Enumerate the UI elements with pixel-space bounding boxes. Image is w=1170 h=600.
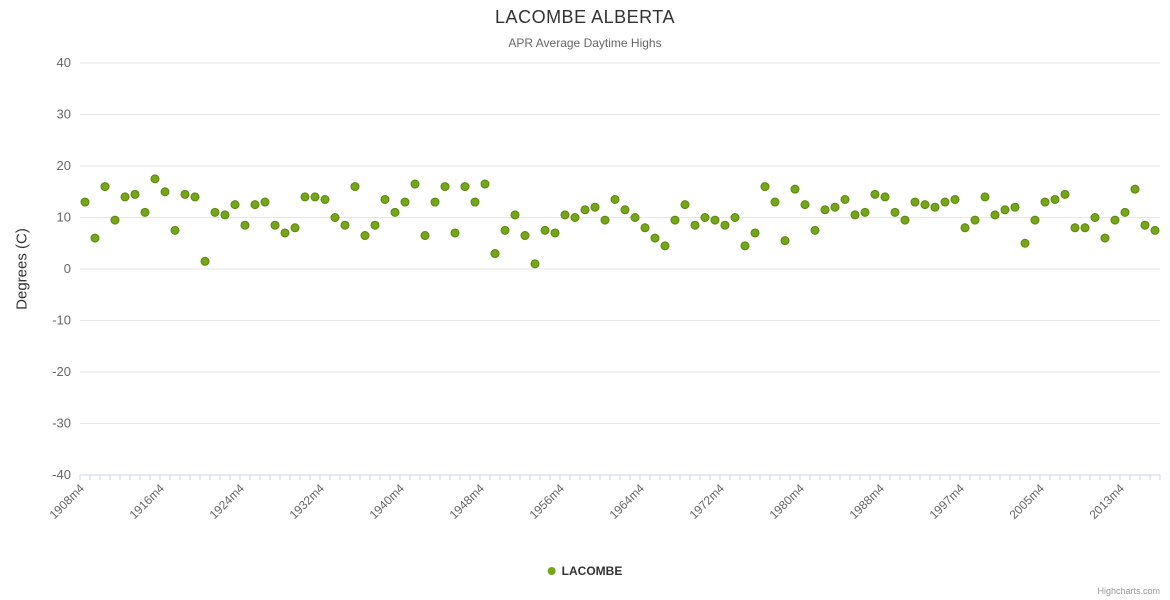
svg-text:1924m4: 1924m4	[207, 481, 248, 522]
svg-text:40: 40	[57, 55, 71, 70]
svg-text:20: 20	[57, 158, 71, 173]
svg-text:1997m4: 1997m4	[927, 481, 968, 522]
svg-text:2005m4: 2005m4	[1007, 481, 1048, 522]
svg-text:-10: -10	[52, 313, 71, 328]
highcharts-credits-link[interactable]: Highcharts.com	[1097, 586, 1160, 596]
svg-text:1916m4: 1916m4	[127, 481, 168, 522]
svg-text:1932m4: 1932m4	[287, 481, 328, 522]
svg-text:1940m4: 1940m4	[367, 481, 408, 522]
svg-text:1972m4: 1972m4	[687, 481, 728, 522]
svg-text:-20: -20	[52, 364, 71, 379]
svg-text:1964m4: 1964m4	[607, 481, 648, 522]
svg-text:1948m4: 1948m4	[447, 481, 488, 522]
svg-text:1956m4: 1956m4	[527, 481, 568, 522]
legend-marker-icon	[547, 567, 556, 575]
svg-text:10: 10	[57, 210, 71, 225]
svg-text:2013m4: 2013m4	[1087, 481, 1128, 522]
legend-item-lacombe[interactable]: LACOMBE	[547, 564, 623, 578]
chart-subtitle: APR Average Daytime Highs	[508, 36, 662, 50]
svg-text:-30: -30	[52, 416, 71, 431]
chart-title: LACOMBE ALBERTA	[495, 7, 675, 27]
svg-text:-40: -40	[52, 467, 71, 482]
svg-text:0: 0	[64, 261, 71, 276]
svg-text:1988m4: 1988m4	[847, 481, 888, 522]
svg-text:30: 30	[57, 107, 71, 122]
svg-text:1908m4: 1908m4	[47, 481, 88, 522]
legend-label: LACOMBE	[561, 564, 623, 578]
svg-text:1980m4: 1980m4	[767, 481, 808, 522]
